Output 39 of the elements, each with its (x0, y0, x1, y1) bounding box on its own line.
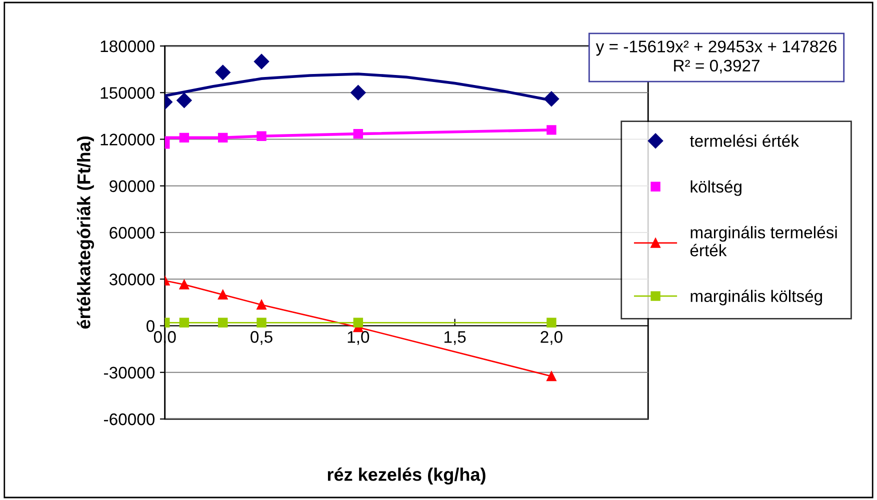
point (179, 280, 190, 290)
point (179, 318, 190, 328)
x-tick-label: 0,5 (250, 331, 272, 345)
point (353, 318, 364, 328)
point (256, 318, 266, 328)
point (546, 125, 556, 135)
point (254, 54, 270, 70)
y-tick-label: 120000 (100, 134, 155, 146)
x-tick-label: 2,0 (540, 331, 562, 345)
x-axis-title: réz kezelés (kg/ha) (328, 467, 486, 485)
legend-label: termelési érték (690, 134, 800, 147)
point (256, 300, 266, 310)
legend-label: költség (690, 180, 742, 196)
point (179, 132, 190, 143)
point (546, 371, 556, 382)
point (546, 318, 556, 328)
point (218, 132, 228, 143)
x-tick-label: 1,5 (444, 331, 466, 345)
y-tick-label: 180000 (100, 40, 155, 52)
point (176, 92, 192, 108)
point (218, 318, 228, 328)
y-tick-label: -60000 (104, 413, 155, 426)
y-tick-label: -30000 (104, 366, 155, 379)
point (218, 290, 228, 300)
y-tick-label: 0 (146, 320, 155, 332)
y-tick-label: 30000 (109, 274, 155, 286)
y-tick-label: 90000 (110, 180, 155, 192)
legend-label: marginális termelési érték (690, 226, 837, 256)
legend-label: marginális költség (690, 290, 822, 306)
point (544, 91, 560, 106)
point (353, 128, 364, 139)
annotation: y = -15619x² + 29453x + 147826 R² = 0,3927 (596, 40, 836, 74)
y-tick-label: 60000 (110, 226, 155, 239)
point (215, 64, 230, 80)
y-tick-label: 150000 (100, 87, 155, 99)
x-tick-label: 1,0 (348, 331, 370, 345)
y-axis-title: értékkategóriák (Ft/ha) (76, 136, 94, 329)
point (350, 85, 366, 100)
point (256, 131, 266, 142)
